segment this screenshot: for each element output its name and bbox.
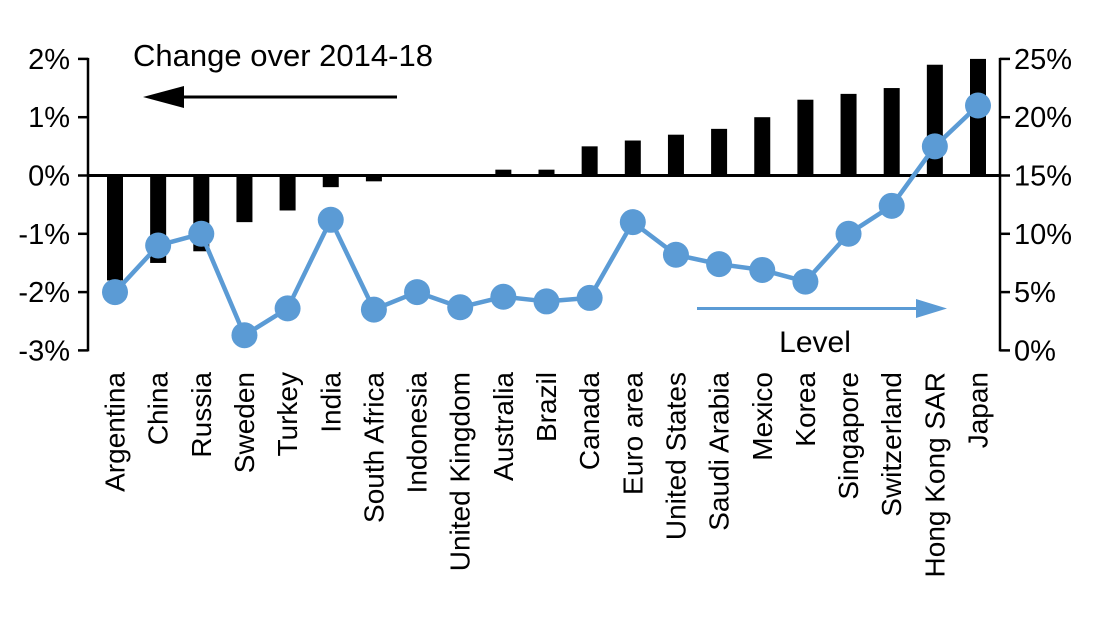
level-arrow-right-icon <box>916 299 947 318</box>
x-axis-label-indonesia: Indonesia <box>402 372 433 494</box>
level-marker-india <box>317 206 344 233</box>
left-axis-tick-label: -1% <box>18 219 70 251</box>
x-axis-label-switzerland: Switzerland <box>876 372 907 517</box>
left-axis-tick-label: 0% <box>28 161 70 193</box>
x-axis-label-united-kingdom: United Kingdom <box>445 372 476 571</box>
bar-euro-area <box>624 140 641 176</box>
level-marker-australia <box>490 283 517 310</box>
bar-korea <box>797 99 814 176</box>
x-axis-label-saudi-arabia: Saudi Arabia <box>704 372 735 531</box>
x-axis-label-argentina: Argentina <box>100 372 131 492</box>
x-axis-label-russia: Russia <box>186 372 217 458</box>
x-axis-label-australia: Australia <box>488 372 519 481</box>
level-marker-japan <box>965 92 991 119</box>
left-axis-tick-label: 1% <box>28 102 70 134</box>
right-axis-tick-label: 25% <box>1014 44 1072 76</box>
level-marker-indonesia <box>404 279 431 306</box>
right-axis-tick-label: 10% <box>1014 219 1072 251</box>
x-axis-label-korea: Korea <box>790 372 821 447</box>
level-marker-singapore <box>835 220 862 247</box>
change-annotation-label: Change over 2014-18 <box>133 38 433 73</box>
bar-brazil <box>538 169 555 176</box>
level-marker-euro-area <box>619 209 646 236</box>
level-marker-united-states <box>662 241 689 268</box>
bar-south-africa <box>365 175 382 182</box>
level-marker-russia <box>188 220 215 247</box>
bar-sweden <box>236 175 253 223</box>
bar-mexico <box>754 117 771 176</box>
bar-turkey <box>279 175 296 211</box>
bar-singapore <box>840 93 857 176</box>
right-axis-tick-label: 15% <box>1014 161 1072 193</box>
x-axis-label-brazil: Brazil <box>531 372 562 442</box>
x-axis-label-china: China <box>143 372 174 446</box>
x-axis-label-india: India <box>315 372 346 433</box>
x-axis-label-mexico: Mexico <box>747 372 778 461</box>
x-axis-label-singapore: Singapore <box>833 372 864 500</box>
level-marker-hong-kong-sar <box>921 133 948 160</box>
left-axis-tick-label: 2% <box>28 44 70 76</box>
bar-australia <box>495 169 512 176</box>
x-axis-label-hong-kong-sar: Hong Kong SAR <box>919 372 950 577</box>
x-axis-label-south-africa: South Africa <box>358 372 389 523</box>
level-marker-saudi-arabia <box>706 251 733 278</box>
level-marker-turkey <box>274 295 301 322</box>
change-arrow-left-icon <box>143 86 184 108</box>
bar-saudi-arabia <box>711 128 728 176</box>
level-marker-south-africa <box>360 296 387 323</box>
level-marker-korea <box>792 268 819 295</box>
level-marker-china <box>145 232 172 259</box>
level-marker-canada <box>576 284 603 311</box>
bar-canada <box>581 146 598 176</box>
left-axis-tick-label: -2% <box>18 277 70 309</box>
right-axis-tick-label: 0% <box>1014 335 1056 367</box>
level-marker-united-kingdom <box>447 294 474 321</box>
x-axis-label-euro-area: Euro area <box>617 372 648 495</box>
x-axis-label-united-states: United States <box>660 372 691 540</box>
level-annotation-label: Level <box>779 326 851 359</box>
x-axis-label-japan: Japan <box>963 372 994 448</box>
right-axis-tick-label: 5% <box>1014 277 1056 309</box>
level-marker-brazil <box>533 288 560 315</box>
x-axis-label-turkey: Turkey <box>272 372 303 457</box>
bar-argentina <box>107 175 123 281</box>
level-marker-switzerland <box>878 192 905 219</box>
level-marker-argentina <box>102 279 128 306</box>
bar-switzerland <box>883 88 900 176</box>
left-axis-tick-label: -3% <box>18 335 70 367</box>
x-axis-label-canada: Canada <box>574 372 605 471</box>
x-axis-label-sweden: Sweden <box>229 372 260 473</box>
level-marker-sweden <box>231 322 258 349</box>
level-marker-mexico <box>749 256 776 283</box>
bar-india <box>322 175 339 188</box>
bar-united-states <box>667 134 684 176</box>
right-axis-tick-label: 20% <box>1014 102 1072 134</box>
